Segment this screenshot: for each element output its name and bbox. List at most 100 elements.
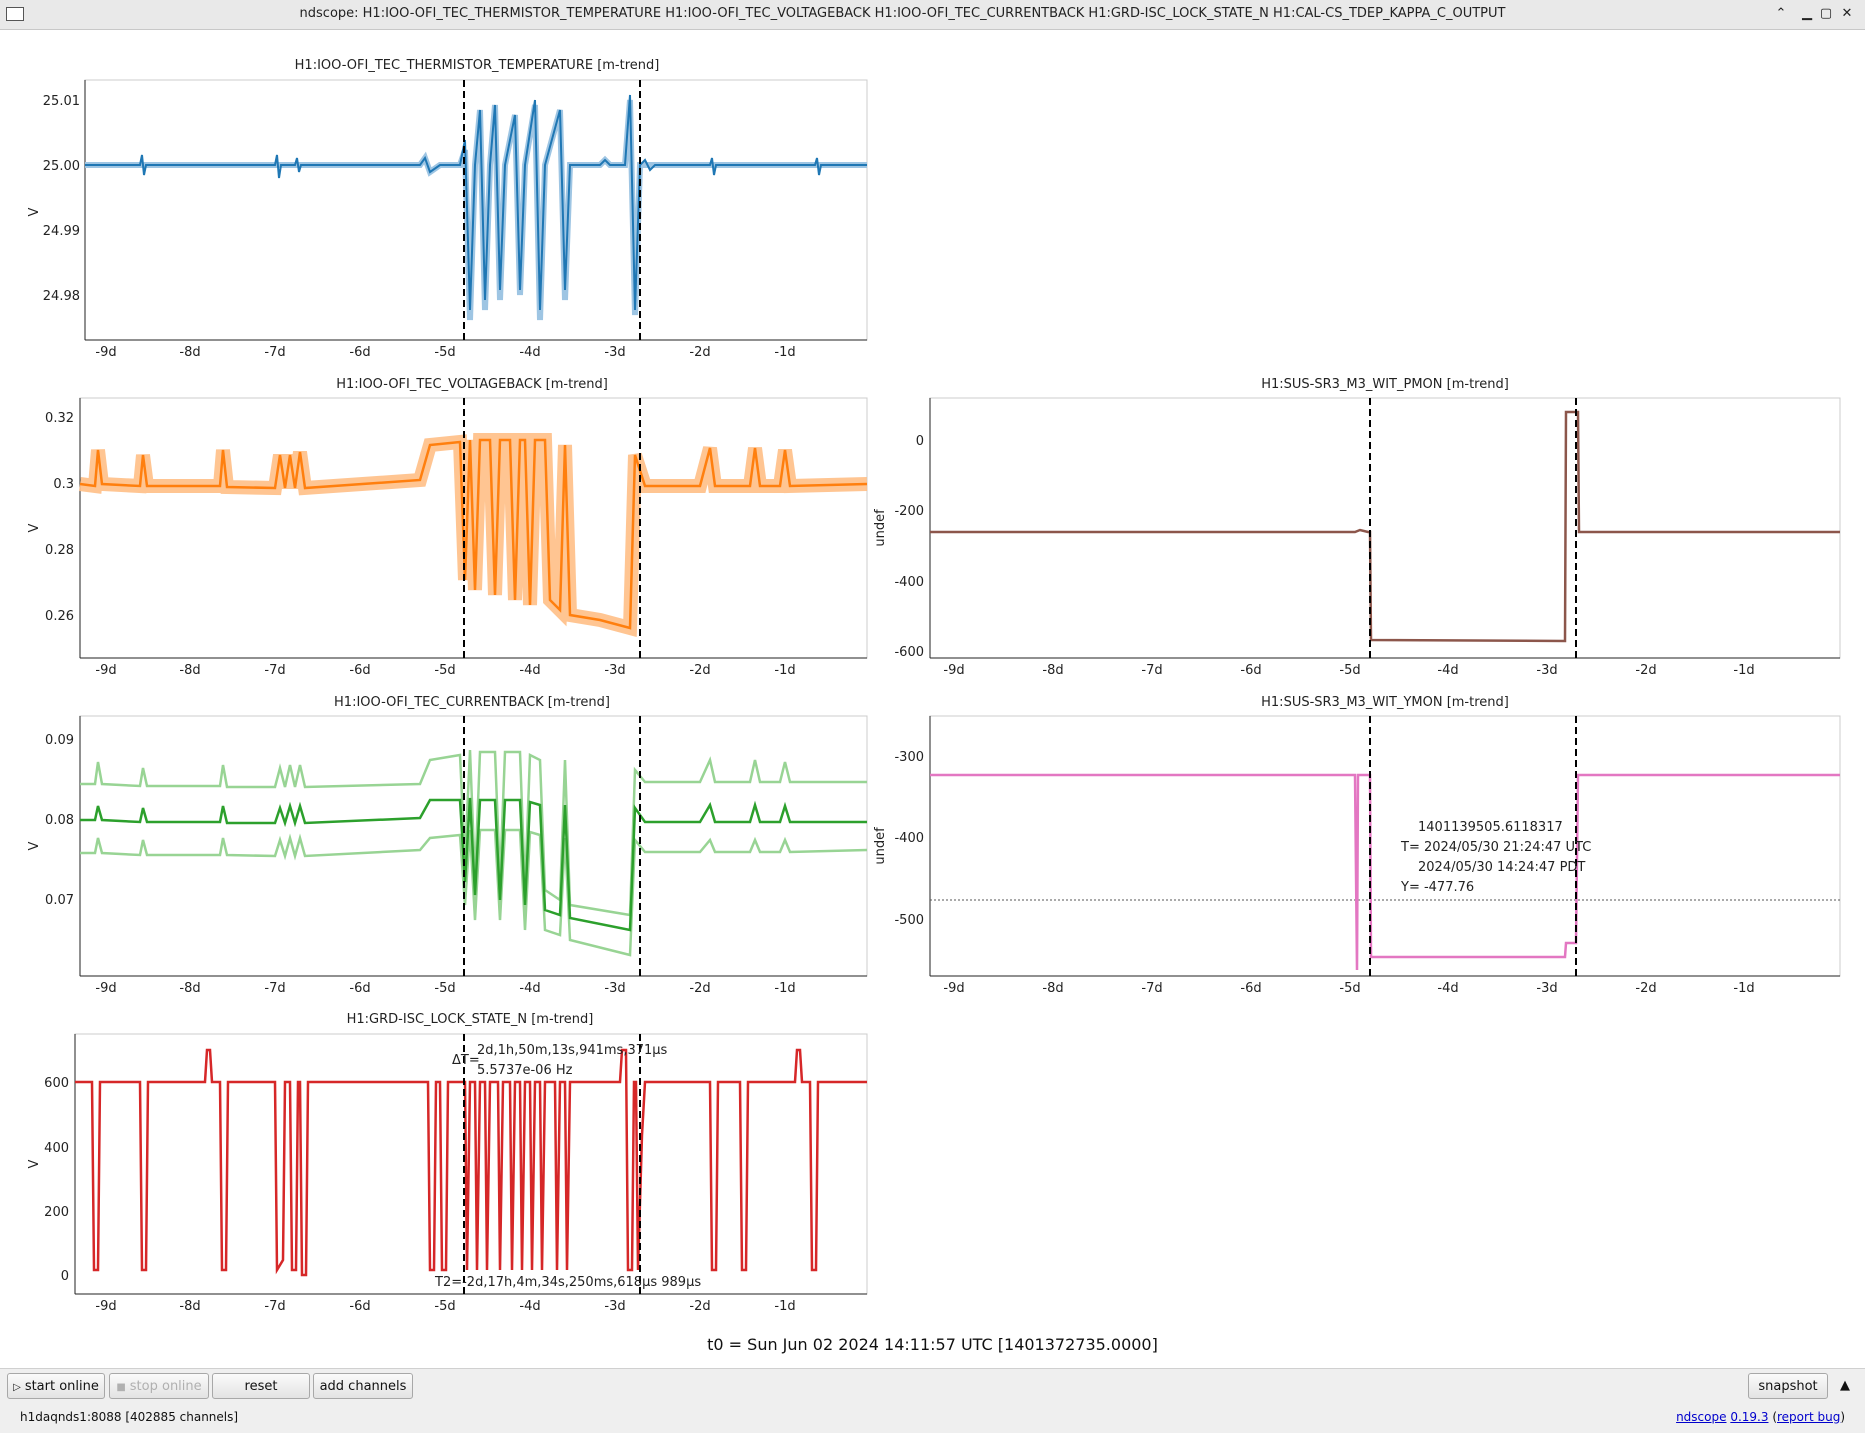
y-tick-label: 0.28 xyxy=(45,543,74,558)
collapse-up-icon[interactable]: ▲ xyxy=(1840,1378,1850,1393)
trace-mean xyxy=(80,797,867,932)
x-tick-label: -7d xyxy=(264,663,285,678)
plot-voltageback[interactable]: H1:IOO-OFI_TEC_VOLTAGEBACK [m-trend] 0.3… xyxy=(27,377,868,678)
plot-lock-state[interactable]: H1:GRD-ISC_LOCK_STATE_N [m-trend] 600 40… xyxy=(27,1012,868,1314)
y-tick-label: 0.32 xyxy=(45,411,74,426)
x-tick-label: -4d xyxy=(519,663,540,678)
x-tick-label: -5d xyxy=(434,663,455,678)
trace-band-lower xyxy=(80,828,868,957)
reset-button[interactable]: reset xyxy=(212,1373,310,1399)
plot-temperature[interactable]: H1:IOO-OFI_TEC_THERMISTOR_TEMPERATURE [m… xyxy=(27,58,868,360)
stop-online-button[interactable]: ■ stop online xyxy=(109,1373,209,1399)
x-tick-label: -1d xyxy=(774,981,795,996)
plot-currentback[interactable]: H1:IOO-OFI_TEC_CURRENTBACK [m-trend] 0.0… xyxy=(27,695,868,996)
x-tick-label: -7d xyxy=(264,1299,285,1314)
y-tick-label: 0.26 xyxy=(45,609,74,624)
trace-mean xyxy=(85,94,867,311)
maximize-button[interactable]: ▢ xyxy=(1819,6,1833,21)
x-tick-label: -9d xyxy=(95,345,116,360)
x-tick-label: -7d xyxy=(264,345,285,360)
y-axis-label: V xyxy=(27,207,42,216)
y-tick-label: 24.99 xyxy=(43,224,80,239)
x-tick-label: -5d xyxy=(434,345,455,360)
x-tick-label: -6d xyxy=(1240,663,1261,678)
y-tick-label: 0 xyxy=(916,434,924,449)
ndscope-link[interactable]: ndscope xyxy=(1676,1410,1727,1424)
x-tick-label: -3d xyxy=(604,981,625,996)
x-tick-label: -5d xyxy=(434,1299,455,1314)
trace-mean xyxy=(930,410,1840,643)
x-tick-label: -3d xyxy=(1536,663,1557,678)
x-tick-label: -3d xyxy=(604,663,625,678)
x-tick-label: -8d xyxy=(179,663,200,678)
x-tick-label: -3d xyxy=(604,345,625,360)
trace-mean xyxy=(930,773,1840,971)
y-tick-label: -400 xyxy=(894,575,924,590)
x-tick-label: -5d xyxy=(434,981,455,996)
y-tick-label: 600 xyxy=(44,1076,69,1091)
report-bug-link[interactable]: report bug xyxy=(1777,1410,1841,1424)
close-button[interactable]: ✕ xyxy=(1841,6,1853,21)
x-tick-label: -2d xyxy=(689,1299,710,1314)
y-tick-label: -600 xyxy=(894,645,924,660)
x-tick-label: -7d xyxy=(1141,981,1162,996)
start-online-button[interactable]: ▷ start online xyxy=(7,1373,105,1399)
minimize-button[interactable]: ▁ xyxy=(1802,6,1812,21)
stop-online-label: stop online xyxy=(129,1379,202,1394)
toolbar: ▷ start online ■ stop online reset add cha… xyxy=(0,1368,1865,1405)
x-tick-labels: -9d -8d -7d -6d -5d -4d -3d -2d -1d xyxy=(95,1299,795,1314)
version-link[interactable]: 0.19.3 xyxy=(1730,1410,1769,1424)
y-tick-label: -500 xyxy=(894,913,924,928)
x-tick-label: -8d xyxy=(1042,981,1063,996)
y-tick-label: 25.00 xyxy=(43,159,80,174)
x-tick-label: -5d xyxy=(1339,981,1360,996)
x-tick-label: -2d xyxy=(1635,981,1656,996)
stop-icon: ■ xyxy=(116,1382,126,1393)
x-tick-label: -6d xyxy=(349,981,370,996)
server-status: h1daqnds1:8088 [402885 channels] xyxy=(20,1410,239,1424)
y-tick-label: 0.09 xyxy=(45,733,74,748)
snapshot-button[interactable]: snapshot xyxy=(1748,1373,1828,1399)
y-tick-label: -300 xyxy=(894,750,924,765)
x-tick-label: -1d xyxy=(774,663,795,678)
x-tick-label: -6d xyxy=(349,1299,370,1314)
plot-title: H1:IOO-OFI_TEC_VOLTAGEBACK [m-trend] xyxy=(336,377,608,392)
x-tick-label: -3d xyxy=(604,1299,625,1314)
y-tick-label: 400 xyxy=(44,1141,69,1156)
app-info: ndscope 0.19.3 (report bug) xyxy=(1676,1410,1845,1424)
t0-label: t0 = Sun Jun 02 2024 14:11:57 UTC [14013… xyxy=(707,1335,1158,1354)
plot-title: H1:SUS-SR3_M3_WIT_YMON [m-trend] xyxy=(1261,695,1509,710)
x-tick-label: -9d xyxy=(943,663,964,678)
y-tick-label: 0.08 xyxy=(45,813,74,828)
add-channels-button[interactable]: add channels xyxy=(313,1373,413,1399)
x-tick-label: -7d xyxy=(264,981,285,996)
y-tick-label: -400 xyxy=(894,831,924,846)
y-axis-label: V xyxy=(27,1159,42,1168)
plot-frame xyxy=(929,397,1841,659)
y-tick-label: 0 xyxy=(61,1269,69,1284)
delta-t-frequency: 5.5737e-06 Hz xyxy=(477,1063,573,1078)
x-tick-label: -8d xyxy=(179,1299,200,1314)
y-tick-label: -200 xyxy=(894,504,924,519)
shade-button[interactable]: ⌃ xyxy=(1775,6,1787,21)
x-tick-labels: -9d -8d -7d -6d -5d -4d -3d -2d -1d xyxy=(95,981,795,996)
x-tick-labels: -9d -8d -7d -6d -5d -4d -3d -2d -1d xyxy=(95,663,795,678)
x-tick-label: -9d xyxy=(95,1299,116,1314)
status-bar: h1daqnds1:8088 [402885 channels] ndscope… xyxy=(0,1404,1865,1433)
cursor-gps: 1401139505.6118317 xyxy=(1418,820,1563,835)
x-tick-label: -9d xyxy=(95,981,116,996)
plot-ymon[interactable]: H1:SUS-SR3_M3_WIT_YMON [m-trend] -300 -4… xyxy=(873,695,1841,996)
x-tick-label: -8d xyxy=(179,981,200,996)
x-tick-label: -2d xyxy=(689,981,710,996)
plot-pmon[interactable]: H1:SUS-SR3_M3_WIT_PMON [m-trend] 0 -200 … xyxy=(873,377,1841,678)
plot-canvas[interactable]: H1:IOO-OFI_TEC_THERMISTOR_TEMPERATURE [m… xyxy=(0,30,1865,1370)
x-tick-label: -4d xyxy=(1437,981,1458,996)
plot-title: H1:IOO-OFI_TEC_THERMISTOR_TEMPERATURE [m… xyxy=(295,58,660,73)
x-tick-labels: -9d -8d -7d -6d -5d -4d -3d -2d -1d xyxy=(943,981,1754,996)
y-tick-label: 24.98 xyxy=(43,289,80,304)
y-axis-label: V xyxy=(27,841,42,850)
cursor-y-value: Y= -477.76 xyxy=(1400,880,1474,895)
x-tick-label: -1d xyxy=(1733,663,1754,678)
x-tick-labels: -9d -8d -7d -6d -5d -4d -3d -2d -1d xyxy=(943,663,1754,678)
x-tick-label: -6d xyxy=(349,345,370,360)
